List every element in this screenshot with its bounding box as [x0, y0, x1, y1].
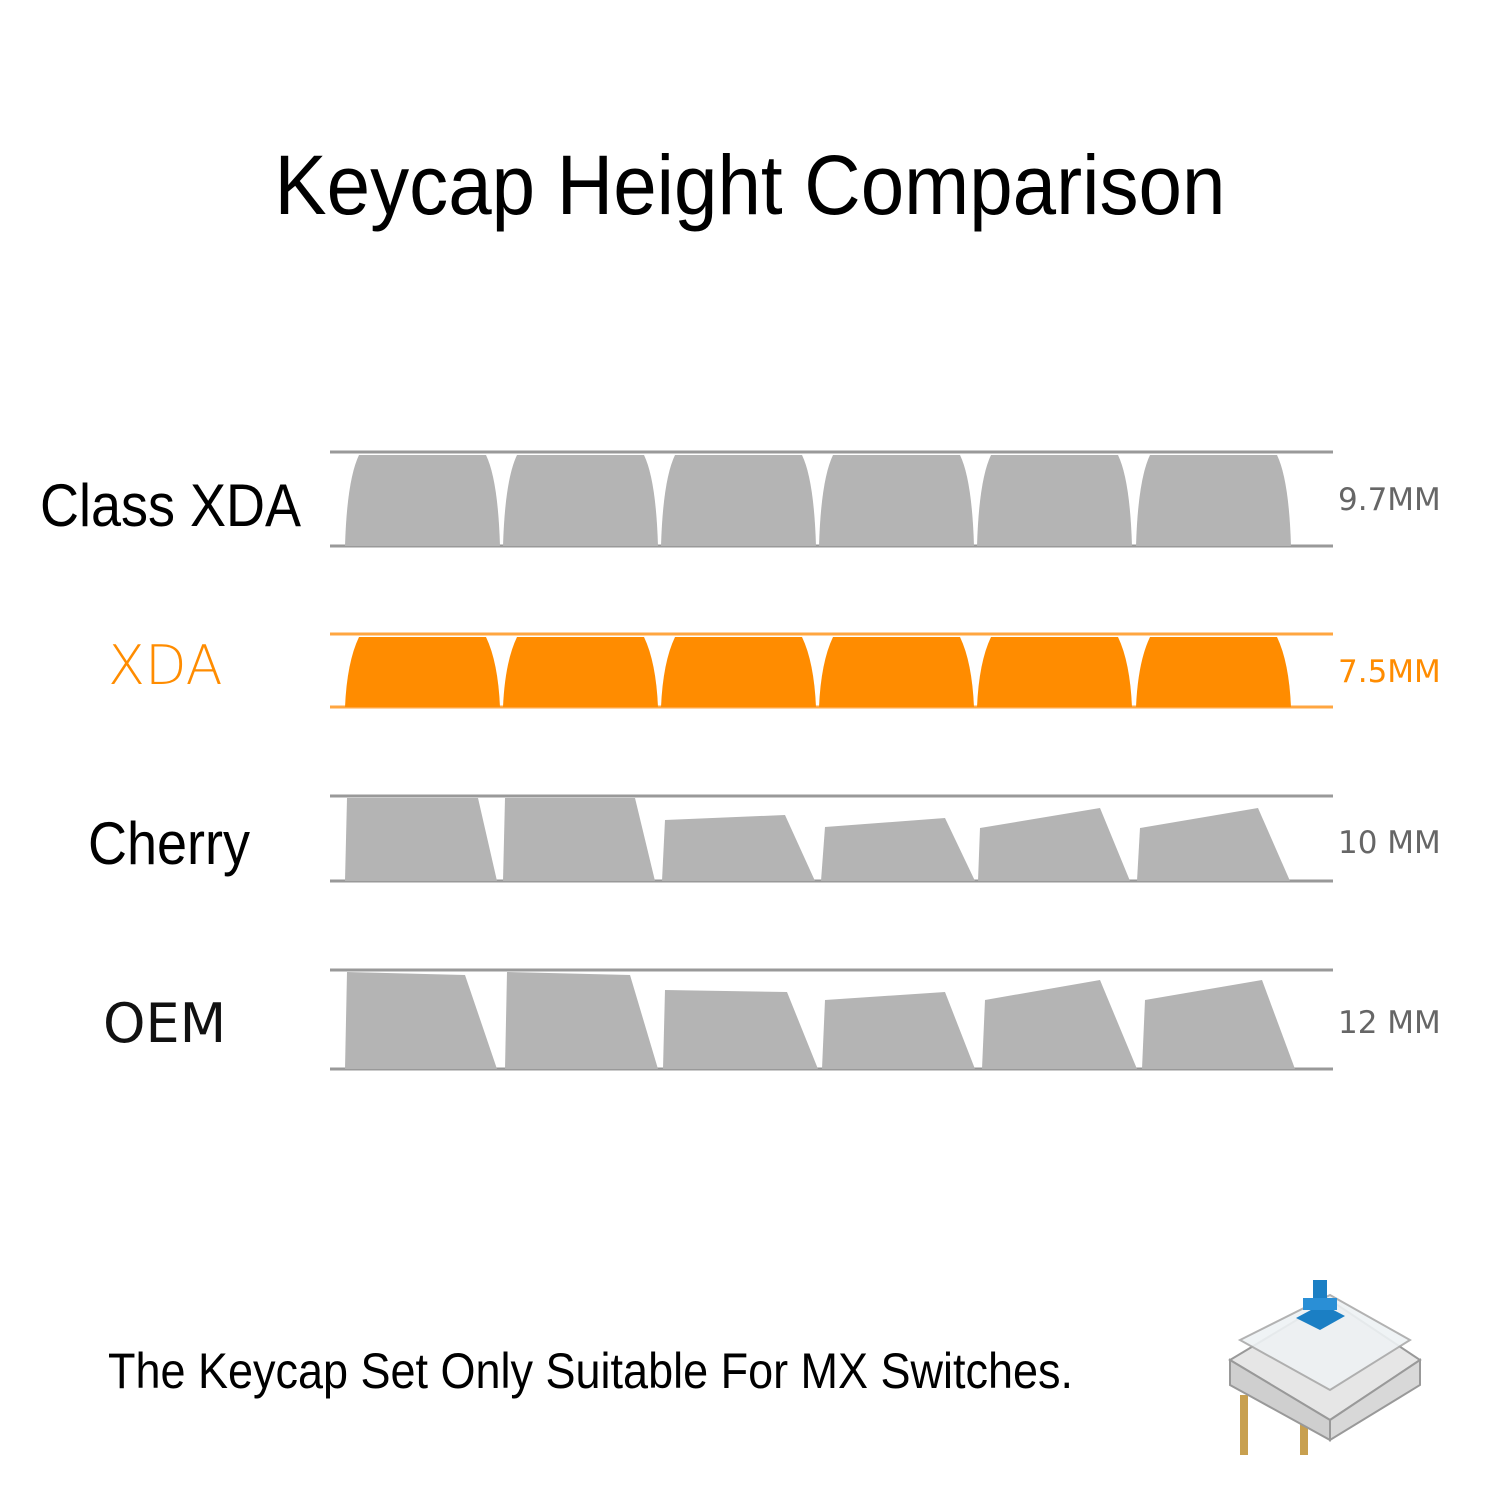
keycap	[978, 808, 1130, 881]
profile-height: 10 MM	[1338, 825, 1441, 861]
keycap	[503, 455, 658, 546]
keycap	[503, 798, 655, 881]
keycap	[345, 637, 500, 707]
keycap	[982, 980, 1137, 1069]
keycap	[1136, 637, 1291, 707]
keycap	[661, 637, 816, 707]
keycap	[503, 637, 658, 707]
keycap	[662, 815, 815, 881]
profile-height: 9.7MM	[1338, 482, 1441, 518]
switch-icon	[1228, 1280, 1422, 1455]
keycap	[819, 455, 974, 546]
keycap	[822, 992, 975, 1069]
keycap	[1137, 808, 1290, 881]
profile-height: 12 MM	[1338, 1005, 1441, 1041]
profile-name: XDA	[108, 634, 223, 697]
keycap	[345, 798, 497, 881]
title: Keycap Height Comparison	[275, 139, 1226, 232]
profile-name: Class XDA	[40, 472, 301, 539]
profile-height: 7.5MM	[1338, 654, 1441, 690]
profile-name: Cherry	[88, 810, 250, 877]
keycap	[663, 990, 818, 1069]
keycap	[345, 455, 500, 546]
profile-name: OEM	[103, 992, 226, 1055]
keycap	[661, 455, 816, 546]
keycap	[1136, 455, 1291, 546]
keycap	[977, 637, 1132, 707]
footer-note: The Keycap Set Only Suitable For MX Swit…	[108, 1344, 1073, 1400]
keycap	[505, 972, 658, 1069]
keycap	[977, 455, 1132, 546]
keycap	[345, 972, 497, 1069]
keycap	[1142, 980, 1295, 1069]
keycap	[821, 818, 975, 881]
keycap	[819, 637, 974, 707]
